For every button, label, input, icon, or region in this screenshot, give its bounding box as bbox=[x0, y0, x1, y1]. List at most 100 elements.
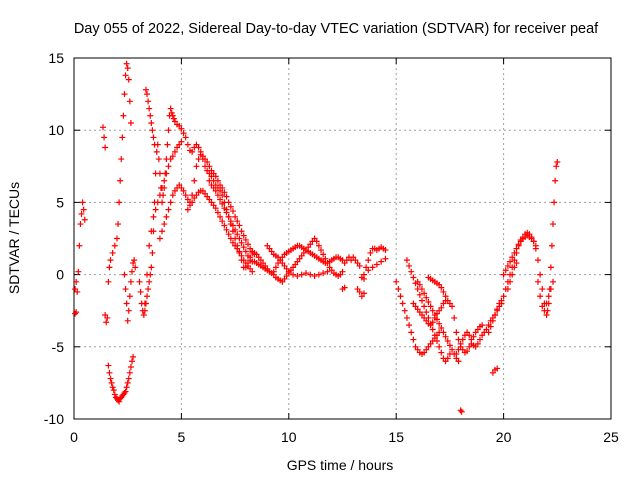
data-point bbox=[412, 280, 419, 287]
data-point bbox=[128, 358, 135, 365]
data-point bbox=[339, 268, 346, 275]
data-point bbox=[547, 286, 554, 293]
x-tick-label: 5 bbox=[178, 429, 186, 445]
data-point bbox=[150, 134, 157, 141]
data-point bbox=[434, 316, 441, 323]
data-point bbox=[285, 268, 292, 275]
data-point bbox=[145, 98, 152, 105]
data-point bbox=[120, 112, 127, 119]
data-point bbox=[105, 278, 112, 285]
data-point bbox=[438, 284, 445, 291]
data-point bbox=[534, 257, 541, 264]
data-point bbox=[223, 193, 230, 200]
data-point bbox=[122, 72, 129, 79]
data-point bbox=[485, 329, 492, 336]
data-point bbox=[155, 156, 162, 163]
data-point bbox=[72, 310, 79, 317]
data-point bbox=[184, 141, 191, 148]
data-point bbox=[121, 271, 128, 278]
data-point bbox=[146, 278, 153, 285]
data-series bbox=[72, 60, 561, 415]
axis-ticks: 0 5 10 15 20 25 -10 -5 0 5 10 15 bbox=[44, 50, 619, 445]
data-point bbox=[408, 329, 415, 336]
data-point bbox=[150, 213, 157, 220]
data-point bbox=[229, 208, 236, 215]
data-point bbox=[195, 144, 202, 151]
data-point bbox=[118, 156, 125, 163]
data-point bbox=[227, 235, 234, 242]
data-point bbox=[244, 241, 251, 248]
data-point bbox=[324, 260, 331, 267]
data-point bbox=[498, 297, 505, 304]
data-point bbox=[515, 241, 522, 248]
x-tick-label: 25 bbox=[603, 429, 619, 445]
data-point bbox=[307, 271, 314, 278]
data-point bbox=[77, 221, 84, 228]
data-point bbox=[395, 286, 402, 293]
data-point bbox=[369, 264, 376, 271]
data-point bbox=[360, 275, 367, 282]
data-point bbox=[167, 105, 174, 112]
data-point bbox=[116, 199, 123, 206]
data-point bbox=[109, 249, 116, 256]
data-point bbox=[178, 125, 185, 132]
data-point bbox=[126, 369, 133, 376]
data-point bbox=[552, 177, 559, 184]
data-point bbox=[80, 206, 87, 213]
data-point bbox=[102, 144, 109, 151]
data-point bbox=[436, 343, 443, 350]
data-point bbox=[320, 251, 327, 258]
data-point bbox=[403, 257, 410, 264]
data-point bbox=[103, 319, 110, 326]
data-point bbox=[106, 264, 113, 271]
y-tick-label: 10 bbox=[48, 122, 64, 138]
data-point bbox=[425, 314, 432, 321]
data-point bbox=[423, 294, 430, 301]
data-point bbox=[126, 98, 133, 105]
data-point bbox=[238, 228, 245, 235]
data-point bbox=[550, 278, 557, 285]
data-point bbox=[500, 293, 507, 300]
data-point bbox=[455, 358, 462, 365]
data-point bbox=[234, 231, 241, 238]
data-point bbox=[136, 278, 143, 285]
data-point bbox=[382, 255, 389, 262]
data-point bbox=[99, 124, 106, 131]
y-tick-label: -10 bbox=[44, 411, 64, 427]
data-point bbox=[492, 312, 499, 319]
data-point bbox=[322, 255, 329, 262]
y-tick-label: -5 bbox=[52, 339, 65, 355]
data-point bbox=[470, 333, 477, 340]
data-point bbox=[212, 205, 219, 212]
data-point bbox=[324, 268, 331, 275]
data-point bbox=[141, 307, 148, 314]
data-point bbox=[541, 307, 548, 314]
data-point bbox=[144, 91, 151, 98]
data-point bbox=[365, 257, 372, 264]
data-point bbox=[182, 134, 189, 141]
data-point bbox=[494, 306, 501, 313]
data-point bbox=[440, 288, 447, 295]
data-point bbox=[238, 252, 245, 259]
data-point bbox=[551, 199, 558, 206]
data-point bbox=[457, 407, 464, 414]
data-point bbox=[427, 320, 434, 327]
data-point bbox=[513, 245, 520, 252]
data-point bbox=[189, 148, 196, 155]
data-point bbox=[487, 323, 494, 330]
data-point bbox=[530, 238, 537, 245]
data-point bbox=[159, 228, 166, 235]
data-point bbox=[149, 249, 156, 256]
data-point bbox=[145, 286, 152, 293]
data-point bbox=[107, 257, 114, 264]
data-point bbox=[178, 138, 185, 145]
data-point bbox=[105, 362, 112, 369]
data-point bbox=[204, 158, 211, 165]
data-point bbox=[106, 369, 113, 376]
data-point bbox=[511, 249, 518, 256]
data-point bbox=[117, 177, 124, 184]
data-point bbox=[182, 192, 189, 199]
data-point bbox=[234, 218, 241, 225]
data-point bbox=[227, 218, 234, 225]
data-point bbox=[410, 336, 417, 343]
